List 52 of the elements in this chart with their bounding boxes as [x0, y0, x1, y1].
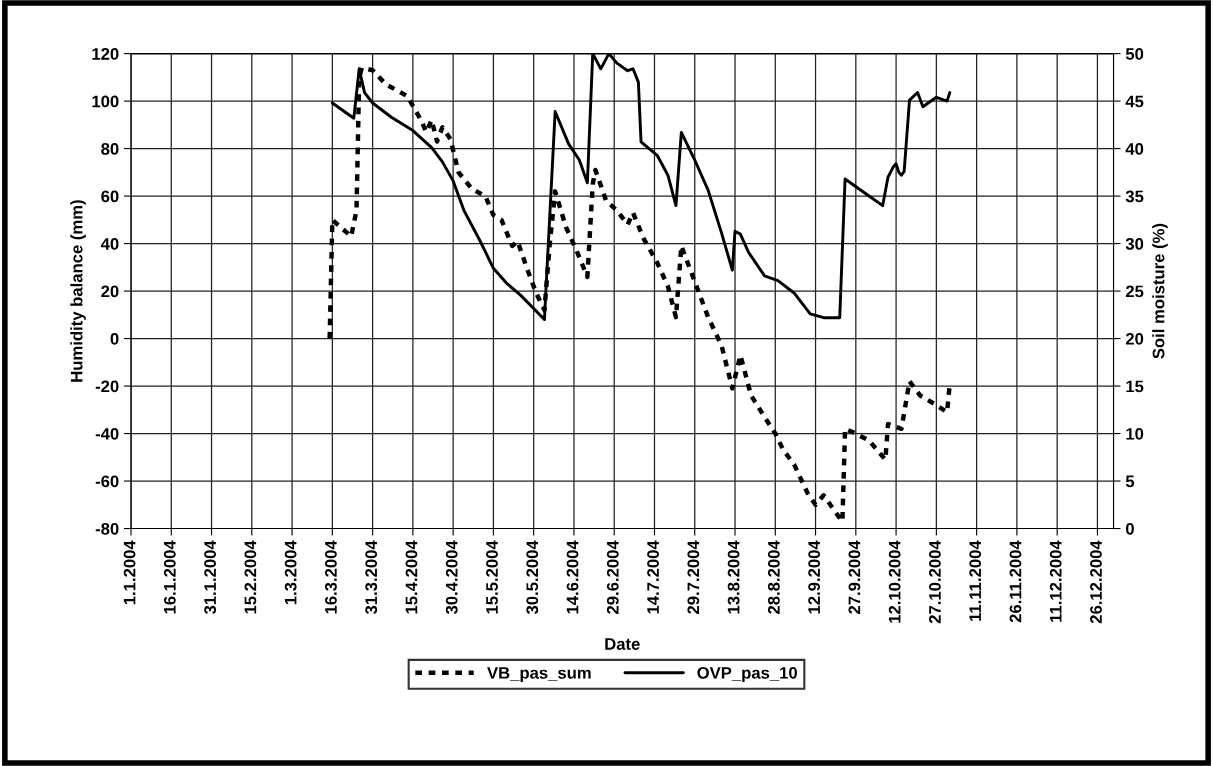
y2-tick-label: 25: [1125, 285, 1144, 298]
y2-tick-label: 10: [1126, 427, 1144, 440]
x-tick-label: 29.6.2004: [606, 540, 619, 614]
y-tick-label: 0: [110, 332, 119, 345]
x-tick-label: 15.2.2004: [244, 540, 257, 614]
x-tick-label: 11.11.2004: [969, 540, 982, 621]
y-tick-label: -40: [95, 427, 119, 440]
y2-tick-label: 45: [1125, 95, 1144, 108]
x-tick-label: 12.9.2004: [808, 540, 821, 614]
x-tick-label: 1.3.2004: [284, 540, 297, 605]
y2-tick-label: 15: [1126, 380, 1144, 393]
y-tick-label: 100: [92, 95, 119, 108]
y2-tick-label: 30: [1125, 237, 1144, 250]
x-tick-label: 27.9.2004: [848, 540, 861, 614]
legend-label: VB_pas_sum: [487, 667, 591, 683]
y2-tick-label: 0: [1126, 522, 1134, 535]
x-tick-label: 31.1.2004: [204, 540, 217, 615]
y-axis-title: Humidity balance (mm): [70, 200, 86, 382]
y2-axis-title: Soil moisture (%): [1152, 223, 1168, 359]
x-tick-label: 27.10.2004: [929, 540, 941, 624]
y-tick-label: -80: [95, 522, 119, 535]
y-tick-label: 80: [101, 143, 119, 155]
y-tick-label: 20: [101, 285, 119, 298]
y-tick-label: -60: [95, 475, 119, 488]
x-axis-title: Date: [605, 638, 640, 650]
x-tick-label: 16.3.2004: [325, 540, 337, 614]
x-tick-label: 14.7.2004: [647, 540, 659, 614]
y2-tick-label: 20: [1125, 332, 1144, 345]
y2-tick-label: 35: [1125, 190, 1144, 203]
x-tick-label: 15.5.2004: [486, 540, 498, 614]
x-tick-label: 30.4.2004: [445, 540, 458, 615]
y-tick-label: 120: [92, 48, 119, 60]
x-tick-label: 16.1.2004: [163, 540, 176, 614]
y-tick-label: 40: [100, 237, 119, 250]
x-tick-label: 26.11.2004: [1009, 540, 1022, 623]
x-tick-label: 12.10.2004: [888, 540, 901, 623]
y2-tick-label: 5: [1125, 475, 1135, 488]
y-tick-label: -20: [95, 380, 119, 393]
x-tick-label: 31.3.2004: [365, 540, 378, 615]
x-tick-label: 28.8.2004: [767, 540, 780, 614]
y-tick-label: 60: [101, 190, 119, 203]
x-tick-label: 15.4.2004: [405, 540, 418, 614]
x-tick-label: 13.8.2004: [727, 540, 740, 614]
x-tick-label: 29.7.2004: [687, 540, 700, 614]
x-tick-label: 14.6.2004: [566, 540, 579, 614]
legend-label: OVP_pas_10: [697, 666, 797, 683]
x-tick-label: 26.12.2004: [1090, 540, 1102, 624]
y2-tick-label: 50: [1125, 48, 1144, 60]
y2-tick-label: 40: [1125, 143, 1144, 155]
x-tick-label: 30.5.2004: [526, 540, 539, 615]
x-tick-label: 11.12.2004: [1049, 540, 1062, 622]
x-tick-label: 1.1.2004: [123, 540, 136, 605]
